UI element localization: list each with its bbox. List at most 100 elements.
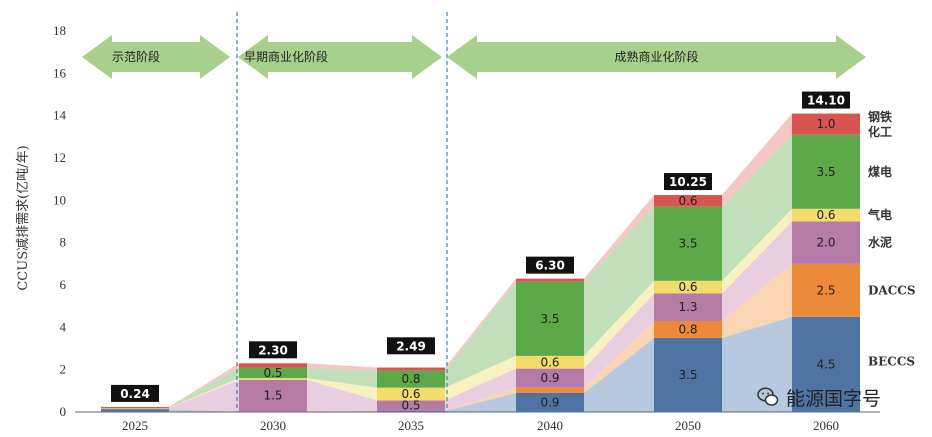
y-tick-label: 18	[53, 23, 66, 38]
bar-segment	[792, 208, 860, 222]
series-area	[445, 281, 516, 388]
phase-label: 示范阶段	[112, 49, 160, 64]
total-value-label: 10.25	[669, 175, 707, 189]
y-tick-label: 16	[53, 65, 67, 80]
series-area	[584, 195, 654, 282]
bar-segment	[377, 387, 445, 401]
total-badge	[111, 384, 159, 402]
series-area	[445, 392, 516, 412]
legend-label: 气电	[867, 207, 892, 222]
bar-segment	[654, 280, 722, 294]
y-axis-label: CCUS减排需求(亿吨/年)	[16, 145, 31, 290]
legend-label: 钢铁	[868, 109, 892, 124]
y-tick-label: 14	[53, 108, 67, 123]
bar-segment	[239, 363, 307, 368]
bar-segment	[101, 406, 169, 408]
phase-arrow	[447, 35, 866, 79]
segment-value-label: 2.0	[816, 236, 835, 250]
y-tick-label: 12	[53, 150, 66, 165]
bar-segment	[101, 409, 169, 412]
bar-segment	[792, 316, 860, 412]
series-area	[445, 355, 516, 401]
total-label-layer: 0.24 2.30 2.49 6.30 10.25 14.10	[111, 91, 850, 402]
series-area	[445, 278, 516, 371]
legend-label: BECCS	[868, 354, 915, 368]
series-area	[169, 379, 239, 412]
series-area	[445, 387, 516, 411]
bar-segment	[101, 407, 169, 409]
bar-segment	[516, 278, 584, 282]
total-badge	[249, 341, 297, 359]
y-tick-label: 6	[60, 277, 67, 292]
total-badge	[387, 337, 435, 355]
series-area	[584, 337, 654, 412]
bar-segment	[792, 263, 860, 317]
y-tick-label: 4	[60, 319, 67, 334]
segment-value-label: 3.5	[678, 237, 697, 251]
series-area	[169, 363, 239, 408]
segment-value-label: 1.3	[678, 300, 697, 314]
series-area	[584, 320, 654, 393]
bar-segment	[516, 355, 584, 369]
x-tick-label: 2060	[813, 418, 839, 433]
bar-segment	[239, 367, 307, 379]
bar-segment	[516, 368, 584, 388]
series-area	[722, 208, 792, 294]
segment-value-label: 3.5	[540, 312, 559, 326]
segment-value-label: 3.5	[678, 368, 697, 382]
series-area	[722, 113, 792, 207]
bar-segment	[516, 387, 584, 393]
segment-value-label: 0.8	[401, 372, 420, 386]
phase-arrow	[238, 35, 442, 79]
legend-label: 化工	[868, 124, 892, 139]
x-tick-label: 2025	[122, 418, 148, 433]
bar-segment	[377, 367, 445, 371]
segment-value-label: 0.9	[540, 395, 559, 409]
segment-value-label: 0.8	[678, 322, 697, 336]
total-value-label: 0.24	[120, 387, 150, 401]
series-area	[307, 378, 377, 401]
series-area	[445, 368, 516, 411]
segment-value-label: 0.9	[540, 371, 559, 385]
series-area	[584, 293, 654, 388]
segment-value-label: 0.6	[678, 194, 697, 208]
series-area	[584, 280, 654, 369]
legend-label: 水泥	[868, 235, 892, 250]
total-badge	[664, 173, 712, 191]
total-value-label: 2.30	[258, 343, 288, 357]
bar-segment	[101, 407, 169, 409]
bar-segment	[516, 392, 584, 412]
series-area	[169, 367, 239, 408]
bar-segment	[654, 195, 722, 207]
series-area	[307, 367, 377, 388]
bar-segment	[792, 221, 860, 264]
series-area	[722, 221, 792, 321]
series-area	[307, 379, 377, 412]
total-value-label: 2.49	[396, 339, 426, 353]
bar-segment	[101, 408, 169, 410]
bar-segment	[654, 206, 722, 281]
bar-segment	[654, 320, 722, 338]
phase-label: 早期商业化阶段	[244, 49, 328, 64]
bar-layer: 0.93.54.50.82.51.50.50.91.32.00.60.60.60…	[101, 113, 860, 413]
segment-value-label: 1.5	[263, 389, 282, 403]
x-tick-label: 2050	[675, 418, 701, 433]
series-area	[722, 316, 792, 412]
y-tick-label: 2	[60, 362, 67, 377]
segment-value-label: 2.5	[816, 283, 835, 297]
legend-label: DACCS	[868, 283, 915, 297]
bar-segment	[239, 378, 307, 380]
bar-segment	[516, 281, 584, 356]
segment-value-label: 0.6	[540, 355, 559, 369]
bar-segment	[654, 337, 722, 412]
series-area	[722, 134, 792, 281]
segment-value-label: 0.6	[401, 387, 420, 401]
watermark-text: 能源国字号	[786, 387, 882, 410]
segment-value-label: 0.6	[816, 208, 835, 222]
watermark: 能源国字号	[756, 382, 881, 412]
x-tick-label: 2040	[537, 418, 563, 433]
phase-arrow-layer: 示范阶段 早期商业化阶段 成熟商业化阶段	[82, 35, 866, 79]
total-value-label: 14.10	[807, 94, 845, 108]
